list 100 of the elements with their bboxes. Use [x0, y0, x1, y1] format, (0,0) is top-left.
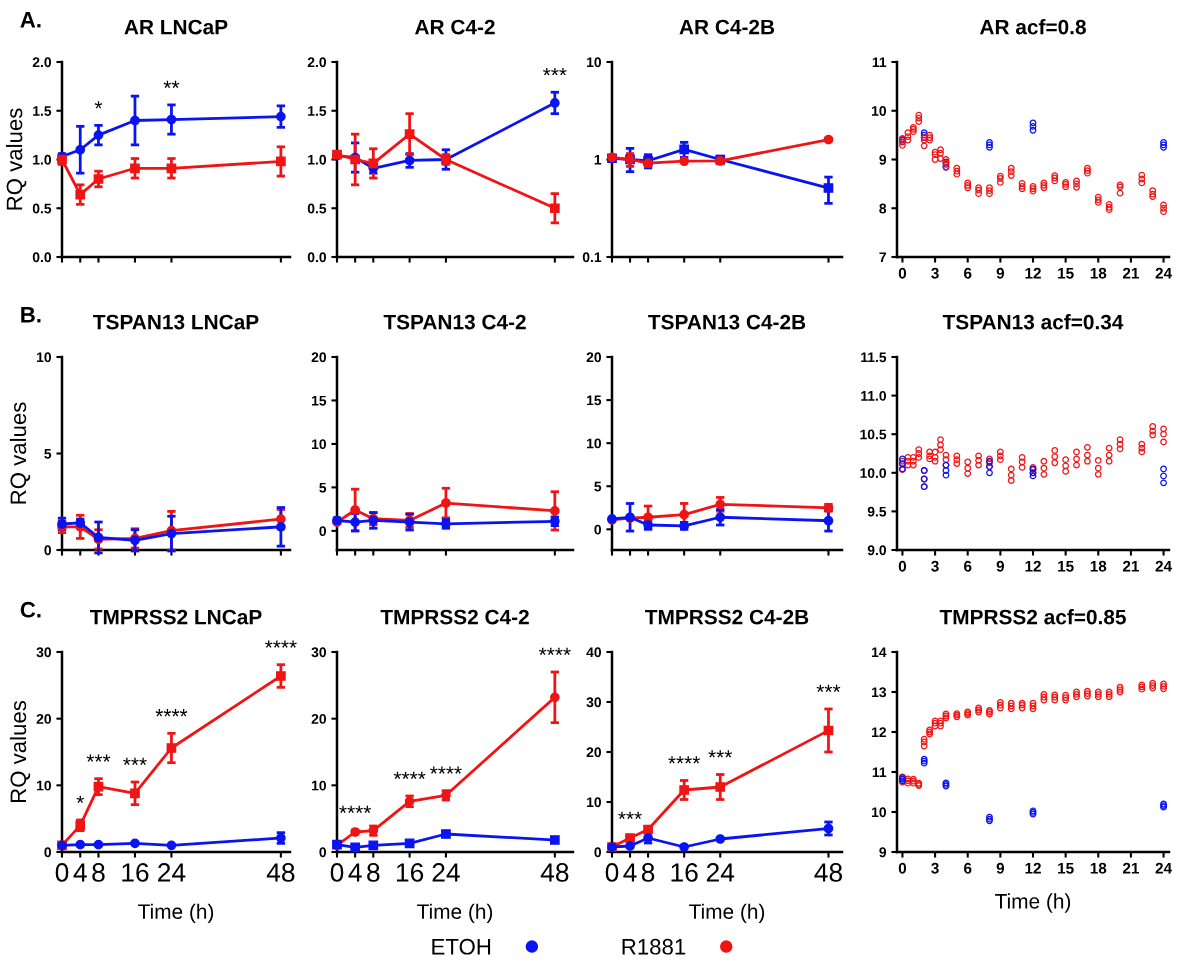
y-tick-label: 10	[37, 780, 52, 791]
x-tick-label: 18	[1090, 267, 1107, 279]
x-tick-label: 9	[996, 267, 1005, 279]
y-tick-label: 11	[872, 57, 887, 68]
y-tick-label: 0	[319, 526, 327, 537]
chart-title: TMPRSS2 acf=0.85	[939, 609, 1126, 625]
y-tick-label: 30	[311, 647, 327, 658]
y-tick-label: 20	[36, 714, 52, 724]
y-tick-label: 1.0	[33, 154, 52, 165]
y-tick-label: 30	[586, 697, 602, 708]
x-axis-title: Time (h)	[417, 903, 493, 924]
chart-title: AR C4-2	[415, 19, 495, 35]
annotation: ****	[265, 640, 297, 648]
annotation: ****	[430, 766, 462, 774]
y-axis-title: RQ values	[9, 700, 31, 803]
y-tick-label: 0	[594, 847, 602, 858]
x-axis-title: Time (h)	[995, 893, 1071, 913]
x-tick-label: 4	[623, 863, 637, 882]
x-tick-label: 24	[1155, 267, 1172, 279]
y-tick-label: 12	[872, 727, 887, 738]
y-tick-label: 10	[312, 780, 327, 791]
text: C.	[20, 601, 41, 618]
y-tick-label: 15	[587, 395, 602, 406]
y-tick-label: 20	[586, 747, 602, 758]
x-tick-label: 4	[73, 863, 87, 882]
x-tick-label: 6	[964, 862, 972, 874]
x-tick-label: 0	[898, 560, 907, 572]
y-tick-label: 0	[44, 545, 52, 556]
chart-title: TSPAN13 C4-2B	[648, 314, 806, 330]
chart-title: TMPRSS2 C4-2B	[645, 609, 809, 625]
y-tick-label: 20	[311, 352, 327, 363]
y-tick-label: 0	[44, 847, 52, 858]
y-tick-label: 10.5	[860, 429, 887, 440]
x-tick-label: 6	[964, 267, 972, 279]
x-tick-label: 48	[814, 863, 842, 882]
y-tick-label: 1.0	[308, 154, 327, 165]
y-tick-label: 10.0	[860, 468, 887, 478]
annotation: ****	[339, 805, 372, 814]
x-tick-label: 9	[996, 862, 1005, 874]
x-tick-label: 3	[931, 862, 939, 874]
y-tick-label: 0.5	[32, 203, 52, 214]
x-tick-label: 8	[641, 863, 655, 882]
x-tick-label: 24	[706, 863, 735, 882]
y-tick-label: 0.0	[307, 252, 327, 263]
x-tick-label: 0	[898, 267, 907, 279]
annotation: ***	[708, 750, 733, 758]
chart-title: TMPRSS2 LNCaP	[89, 609, 262, 625]
x-tick-label: 8	[92, 863, 105, 882]
x-tick-label: 3	[931, 560, 939, 572]
y-tick-label: 20	[311, 714, 327, 724]
y-tick-label: 9	[879, 154, 887, 165]
x-tick-label: 15	[1058, 267, 1074, 279]
y-tick-label: 2.0	[32, 57, 52, 68]
annotation: ***	[618, 811, 642, 820]
y-tick-label: 7	[879, 252, 886, 263]
x-tick-label: 15	[1058, 560, 1074, 572]
y-tick-label: 40	[586, 647, 602, 658]
x-tick-label: 12	[1025, 862, 1041, 874]
y-tick-label: 15	[312, 395, 327, 406]
x-axis-title: Time (h)	[138, 903, 214, 924]
y-tick-label: 30	[36, 647, 52, 658]
annotation: **	[163, 80, 180, 88]
legend-label: R1881	[622, 938, 686, 955]
y-tick-label: 20	[586, 352, 602, 363]
y-tick-label: 0	[594, 524, 602, 535]
y-tick-label: 0.0	[32, 252, 52, 263]
x-axis-title: Time (h)	[689, 903, 765, 924]
chart-title: TSPAN13 C4-2	[383, 314, 526, 330]
annotation: ****	[538, 647, 571, 656]
y-tick-label: 5	[319, 482, 327, 493]
y-tick-label: 1	[594, 154, 602, 165]
x-tick-label: 24	[1155, 560, 1172, 572]
annotation: ****	[155, 709, 188, 717]
chart-title: AR C4-2B	[679, 19, 775, 35]
y-tick-label: 11.0	[861, 390, 887, 401]
y-tick-label: 2.0	[307, 57, 327, 68]
annotation: *	[94, 101, 103, 109]
text: B.	[21, 307, 41, 323]
x-tick-label: 16	[122, 863, 149, 882]
x-tick-label: 3	[931, 267, 939, 279]
y-tick-label: 9.0	[867, 545, 887, 556]
x-tick-label: 4	[348, 863, 362, 882]
y-tick-label: 9.5	[867, 506, 887, 517]
y-tick-label: 10	[37, 352, 52, 363]
y-tick-label: 0.5	[307, 203, 327, 214]
x-tick-label: 18	[1090, 862, 1107, 874]
x-tick-label: 21	[1122, 267, 1139, 279]
annotation: *	[76, 795, 84, 804]
chart-title: TSPAN13 acf=0.34	[942, 314, 1124, 330]
x-tick-label: 24	[432, 863, 460, 882]
y-tick-label: 9	[879, 847, 887, 858]
y-axis-title: RQ values	[6, 108, 27, 210]
annotation: ****	[393, 771, 426, 780]
y-tick-label: 8	[879, 203, 887, 214]
chart-title: TMPRSS2 C4-2	[380, 609, 529, 625]
legend-label: ETOH	[432, 938, 491, 955]
y-tick-label: 10	[587, 57, 602, 68]
x-tick-label: 9	[996, 560, 1005, 572]
x-tick-label: 15	[1058, 862, 1074, 874]
x-tick-label: 6	[964, 560, 972, 572]
